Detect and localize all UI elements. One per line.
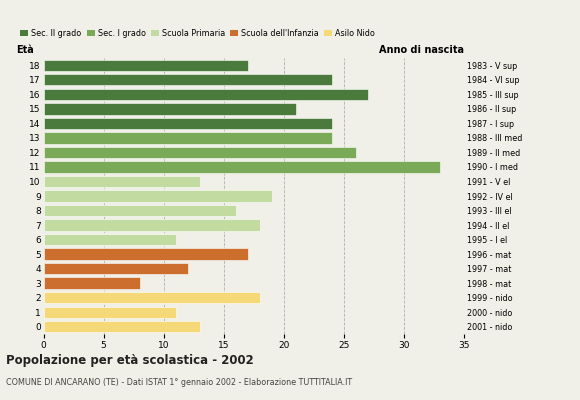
Bar (44, 103, 296, 114)
Bar (44, 132, 332, 144)
Text: COMUNE DI ANCARANO (TE) - Dati ISTAT 1° gennaio 2002 - Elaborazione TUTTITALIA.I: COMUNE DI ANCARANO (TE) - Dati ISTAT 1° … (6, 378, 352, 387)
Bar (44, 234, 176, 245)
Legend: Sec. II grado, Sec. I grado, Scuola Primaria, Scuola dell'Infanzia, Asilo Nido: Sec. II grado, Sec. I grado, Scuola Prim… (20, 29, 375, 38)
Bar (44, 147, 356, 158)
Bar (44, 89, 368, 100)
Bar (44, 278, 140, 289)
Bar (44, 219, 260, 231)
Text: Popolazione per età scolastica - 2002: Popolazione per età scolastica - 2002 (6, 354, 253, 367)
Bar (44, 248, 248, 260)
Text: Anno di nascita: Anno di nascita (379, 45, 464, 55)
Bar (44, 190, 272, 202)
Bar (44, 205, 235, 216)
Text: Età: Età (16, 45, 34, 55)
Bar (44, 321, 200, 332)
Bar (44, 118, 332, 129)
Bar (44, 74, 332, 86)
Bar (44, 60, 248, 71)
Bar (44, 263, 188, 274)
Bar (44, 176, 200, 187)
Bar (44, 306, 176, 318)
Bar (44, 161, 440, 173)
Bar (44, 292, 260, 303)
